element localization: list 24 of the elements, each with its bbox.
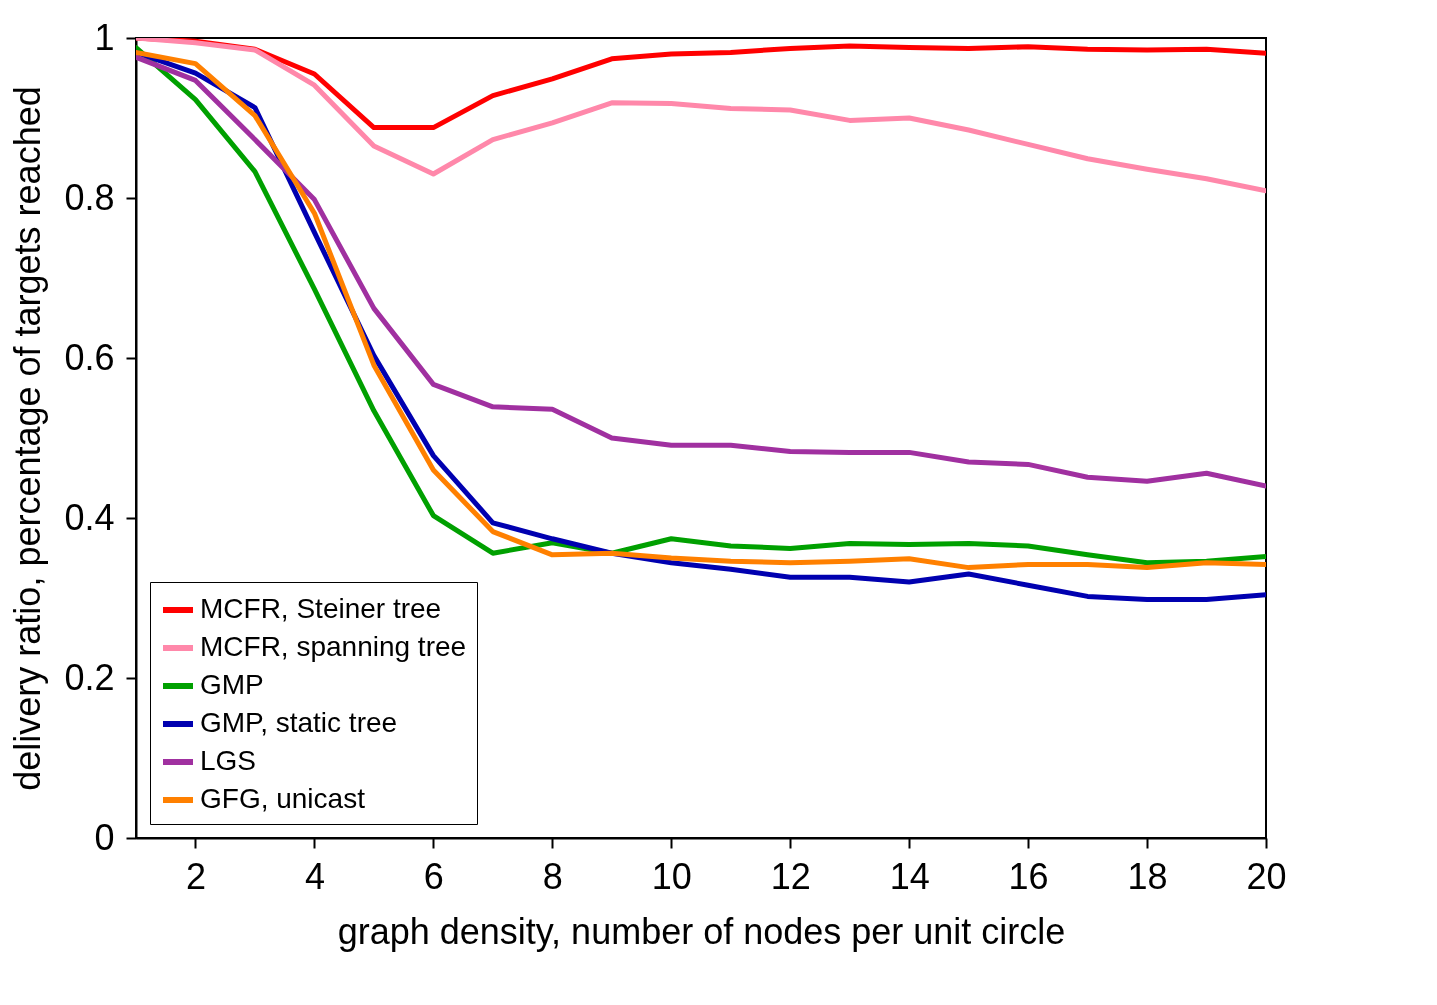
x-tick-label: 20 [1246, 855, 1287, 897]
y-tick-label: 0.4 [64, 496, 115, 538]
y-tick-label: 0 [94, 816, 115, 858]
x-tick-label: 14 [889, 855, 930, 897]
x-tick-label: 16 [1008, 855, 1049, 897]
x-axis-title: graph density, number of nodes per unit circle [337, 910, 1066, 952]
legend-label: GFG, unicast [200, 783, 366, 814]
legend-label: MCFR, Steiner tree [200, 593, 442, 624]
x-tick-label: 8 [542, 855, 563, 897]
y-tick-label: 1 [94, 16, 115, 58]
x-tick-label: 4 [304, 855, 325, 897]
legend-label: GMP [200, 669, 264, 700]
y-axis-title: delivery ratio, percentage of targets reached [7, 86, 49, 791]
x-tick-label: 18 [1127, 855, 1168, 897]
x-tick-label: 6 [423, 855, 444, 897]
x-tick-label: 12 [770, 855, 811, 897]
y-tick-label: 0.2 [64, 656, 115, 698]
legend-label: GMP, static tree [200, 707, 398, 738]
x-tick-label: 2 [185, 855, 206, 897]
legend-label: MCFR, spanning tree [200, 631, 467, 662]
x-tick-label: 10 [651, 855, 692, 897]
legend-label: LGS [200, 745, 257, 776]
y-tick-label: 0.6 [64, 336, 115, 378]
y-tick-label: 0.8 [64, 176, 115, 218]
